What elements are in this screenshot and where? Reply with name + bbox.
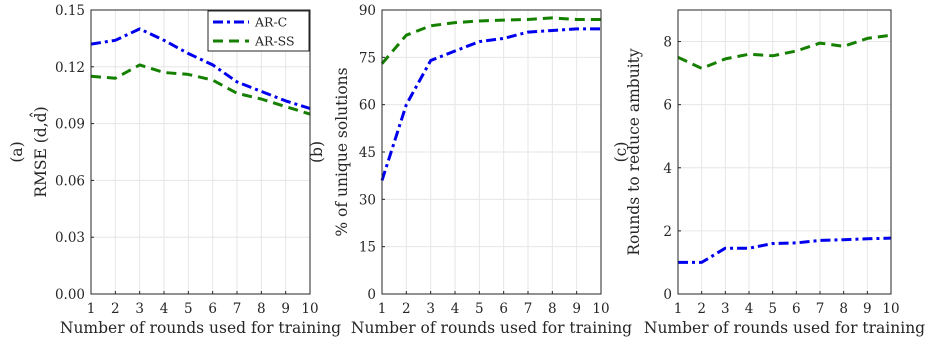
- series-line-ar-c: [678, 236, 892, 264]
- x-tick-label: 8: [839, 301, 848, 317]
- y-tick-label: 0.06: [55, 173, 85, 189]
- x-tick-label: 6: [208, 301, 217, 317]
- x-axis-label: Number of rounds used for training: [60, 319, 341, 337]
- x-tick-label: 3: [721, 301, 730, 317]
- series-line-ar-ss: [90, 63, 311, 116]
- y-tick-label: 0.15: [55, 3, 85, 19]
- x-tick-label: 1: [378, 301, 387, 317]
- y-tick-label: 0.09: [55, 117, 85, 133]
- y-tick-label: 0: [663, 287, 672, 303]
- panel-tag: (c): [612, 142, 630, 163]
- x-tick-label: 6: [792, 301, 801, 317]
- x-tick-label: 4: [451, 301, 460, 317]
- legend-box: [207, 10, 310, 52]
- x-tick-label: 2: [111, 301, 120, 317]
- x-tick-label: 4: [160, 301, 169, 317]
- x-tick-label: 10: [882, 301, 899, 317]
- x-tick-label: 8: [548, 301, 557, 317]
- legend-label: AR-C: [254, 15, 287, 30]
- x-tick-label: 3: [135, 301, 144, 317]
- x-tick-label: 8: [257, 301, 266, 317]
- series-line-ar-c: [380, 27, 601, 181]
- x-tick-label: 2: [697, 301, 706, 317]
- y-tick-label: 6: [663, 98, 672, 114]
- x-tick-label: 1: [674, 301, 683, 317]
- y-axis-label: Rounds to reduce ambuity: [625, 48, 643, 256]
- plot-frame: [90, 9, 311, 295]
- plot-frame: [677, 9, 892, 295]
- x-tick-label: 6: [499, 301, 508, 317]
- y-axis-label: RMSE (d,d̂): [31, 106, 50, 197]
- y-tick-label: 45: [359, 145, 376, 161]
- x-tick-label: 9: [863, 301, 872, 317]
- y-tick-label: 60: [359, 98, 376, 114]
- y-tick-label: 8: [663, 35, 672, 51]
- x-tick-label: 9: [572, 301, 581, 317]
- x-tick-label: 1: [87, 301, 96, 317]
- y-tick-label: 0.12: [55, 60, 85, 76]
- y-tick-label: 75: [359, 50, 376, 66]
- y-tick-label: 2: [663, 224, 672, 240]
- x-tick-label: 4: [745, 301, 754, 317]
- x-tick-label: 7: [233, 301, 242, 317]
- x-tick-label: 5: [768, 301, 777, 317]
- y-axis-label: % of unique solutions: [333, 67, 351, 236]
- x-axis-label: Number of rounds used for training: [351, 319, 632, 337]
- x-tick-label: 7: [524, 301, 533, 317]
- x-tick-label: 9: [281, 301, 290, 317]
- x-tick-label: 2: [402, 301, 411, 317]
- x-tick-label: 5: [475, 301, 484, 317]
- y-tick-label: 0.00: [55, 287, 85, 303]
- y-tick-label: 0.03: [55, 230, 85, 246]
- series-line-ar-c: [90, 27, 311, 110]
- x-tick-label: 3: [426, 301, 435, 317]
- y-tick-label: 30: [359, 192, 376, 208]
- x-tick-label: 5: [184, 301, 193, 317]
- y-tick-label: 15: [359, 240, 376, 256]
- x-tick-label: 7: [816, 301, 825, 317]
- y-tick-label: 0: [367, 287, 376, 303]
- x-tick-label: 10: [301, 301, 318, 317]
- chart-panel-1: 1 2 3 4 5 6 7 8 9 10 0.00 0.03 0.06 0.09 0.12 0.15 Numbe…: [8, 3, 341, 337]
- legend: AR-C AR-SS: [207, 10, 310, 52]
- series-line-ar-ss: [380, 16, 601, 65]
- series-line-ar-ss: [677, 33, 892, 70]
- x-tick-label: 10: [592, 301, 609, 317]
- y-tick-label: 90: [359, 3, 376, 19]
- y-tick-label: 4: [663, 161, 672, 177]
- panel-tag: (a): [8, 141, 26, 162]
- x-axis-label: Number of rounds used for training: [644, 319, 925, 337]
- legend-label: AR-SS: [254, 34, 295, 49]
- panel-tag: (b): [308, 141, 326, 163]
